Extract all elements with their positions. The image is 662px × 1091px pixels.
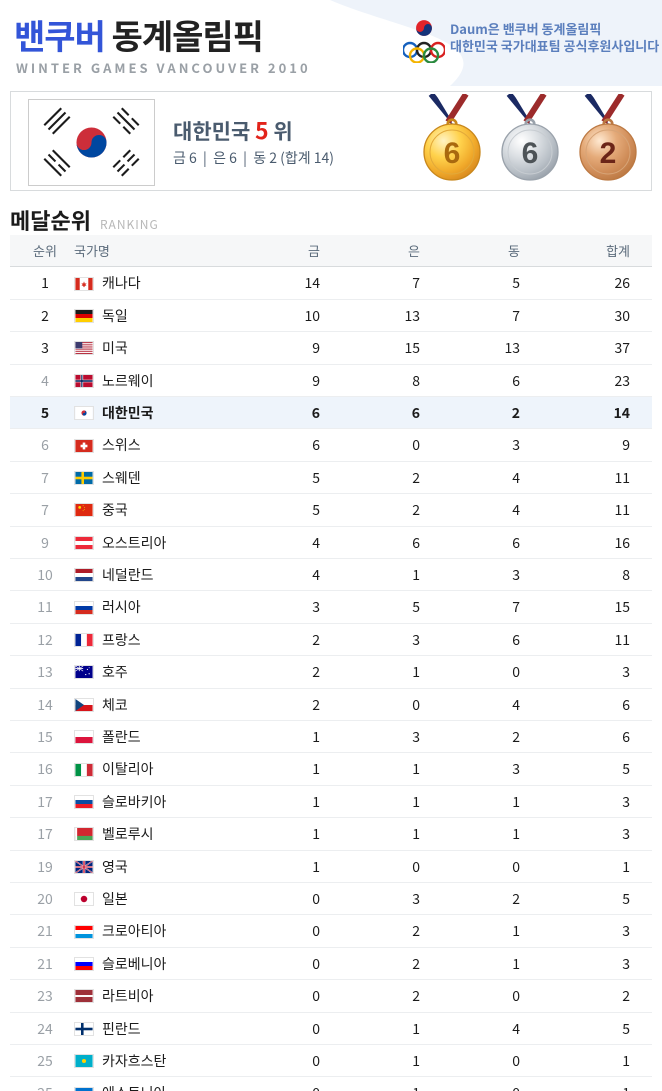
svg-text:2: 2 bbox=[600, 137, 617, 170]
svg-text:6: 6 bbox=[522, 137, 539, 170]
svg-text:6: 6 bbox=[444, 137, 461, 170]
